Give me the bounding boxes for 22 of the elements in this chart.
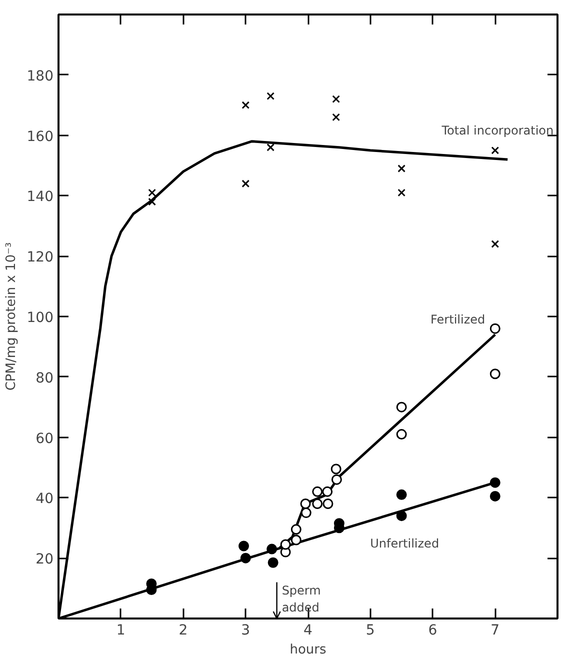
x-tick-label: 6	[428, 622, 438, 638]
y-tick-label: 40	[36, 491, 54, 508]
y-axis-title: CPM/mg protein x 10⁻³	[4, 242, 19, 391]
x-tick-label: 4	[304, 622, 313, 638]
x-tick-label: 2	[178, 622, 188, 638]
series-label: Fertilized	[430, 312, 486, 327]
y-tick-label: 180	[26, 68, 54, 84]
y-tick-label: 120	[26, 250, 54, 266]
y-tick-label: 60	[36, 430, 54, 447]
ref-line-label: Sperm added	[282, 584, 321, 614]
y-tick-label: 80	[36, 370, 54, 386]
y-tick-label: 100	[26, 310, 54, 326]
y-tick-label: 20	[36, 552, 54, 568]
x-tick-label: 1	[116, 622, 126, 638]
x-tick-label: 7	[490, 622, 500, 638]
y-tick-label: 140	[26, 189, 54, 206]
series-label: Unfertilized	[370, 536, 440, 551]
y-tick-label: 160	[26, 128, 54, 145]
x-tick-label: 5	[366, 622, 375, 638]
x-tick-label: 3	[241, 622, 250, 638]
series-label: Total incorporation	[440, 123, 554, 138]
x-axis-title: hours	[290, 642, 326, 658]
